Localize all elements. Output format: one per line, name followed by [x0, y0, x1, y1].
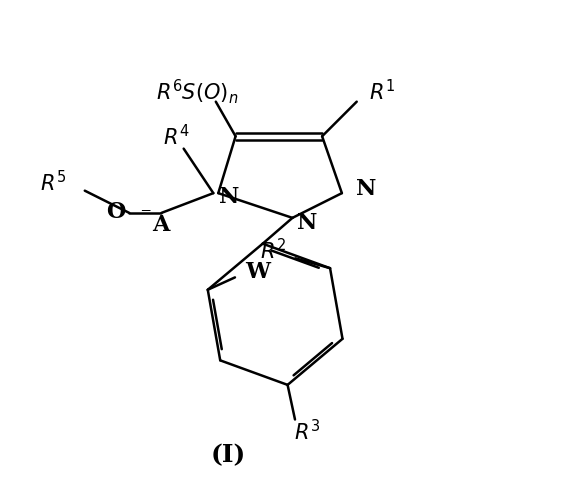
Text: $R^2$: $R^2$ [260, 238, 286, 264]
Text: $R^5$: $R^5$ [40, 170, 66, 195]
Text: $R^3$: $R^3$ [294, 420, 320, 444]
Text: $R^4$: $R^4$ [163, 124, 190, 149]
Text: A: A [152, 214, 169, 236]
Text: $R^6S(O)_n$: $R^6S(O)_n$ [156, 78, 239, 106]
Text: N: N [219, 186, 240, 208]
Text: (I): (I) [210, 443, 246, 467]
Text: –: – [140, 201, 151, 220]
Text: O: O [106, 201, 125, 223]
Text: W: W [245, 262, 270, 283]
Text: N: N [297, 212, 318, 234]
Text: N: N [356, 178, 376, 200]
Text: $R^1$: $R^1$ [369, 79, 395, 104]
